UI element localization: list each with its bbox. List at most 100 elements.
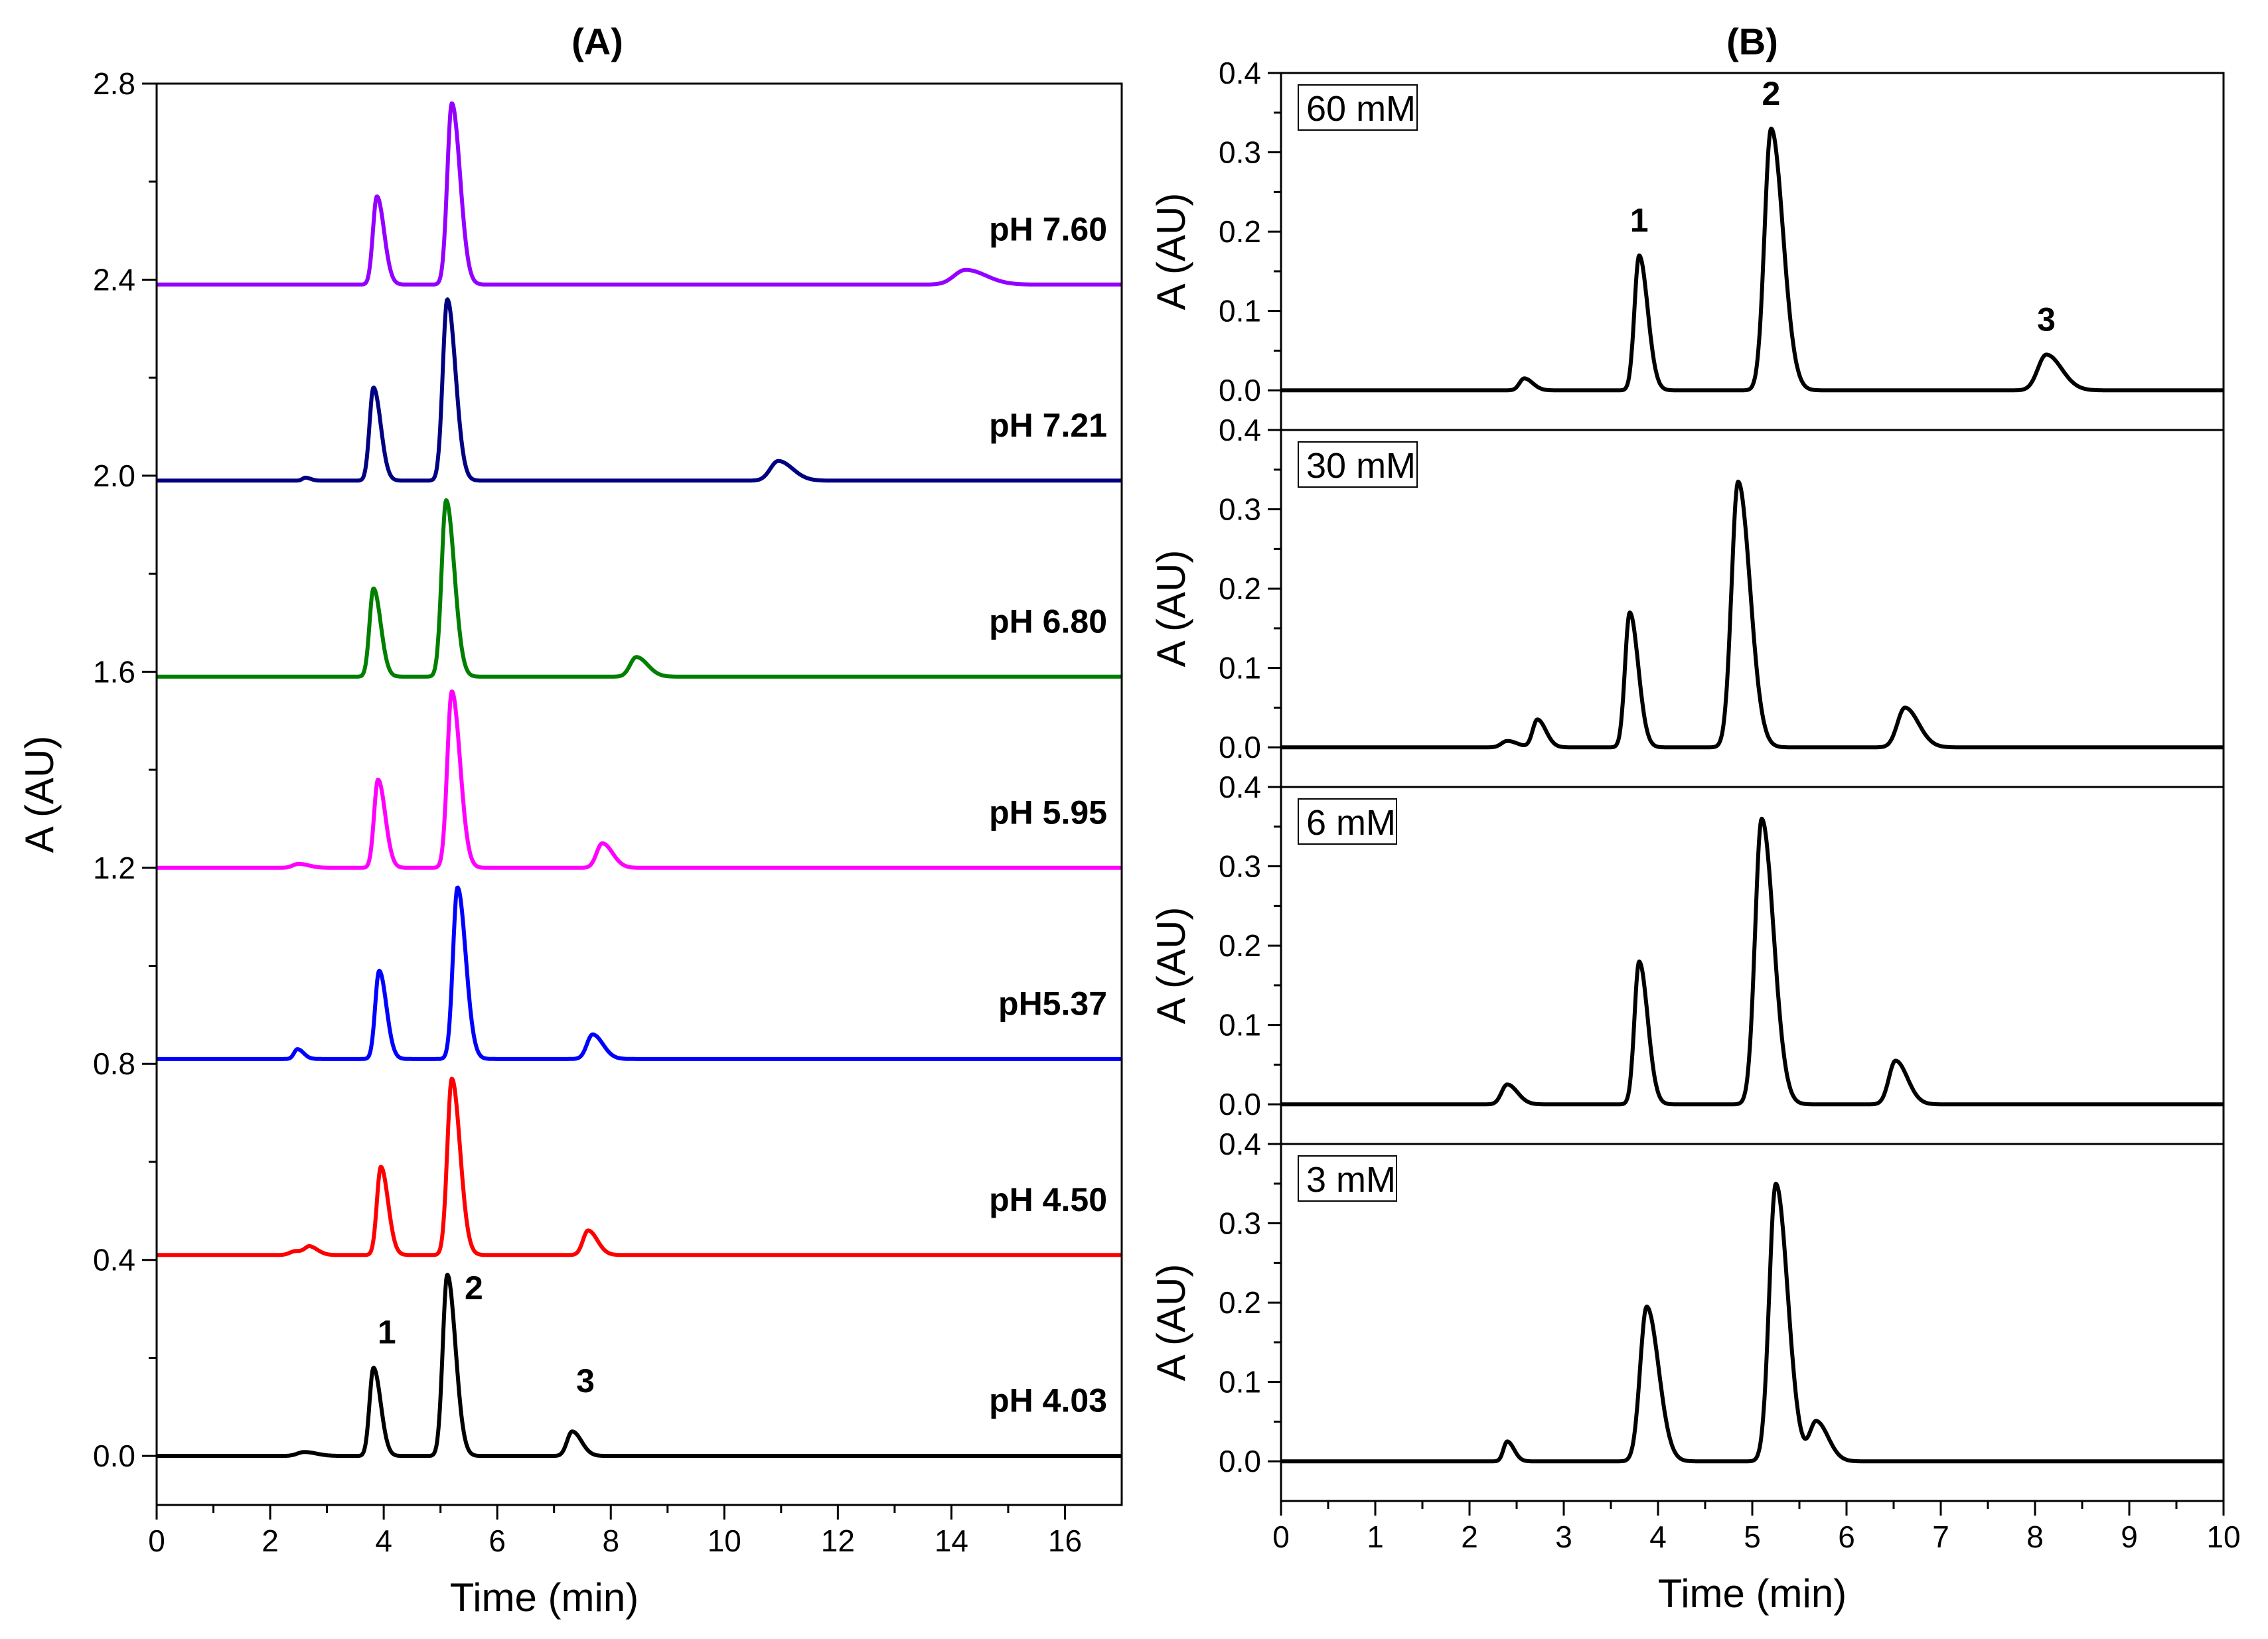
concentration-label: 30 mM — [1306, 446, 1416, 486]
x-tick-label: 14 — [935, 1524, 968, 1558]
panel-a-ticks: 0 2 4 6 8 10 12 14 160.00.40.81.21.62.02.42.8 — [93, 66, 1082, 1558]
y-tick-label: 0.0 — [1219, 730, 1261, 764]
peak-label-3: 3 — [576, 1362, 595, 1399]
panel-a-title: (A) — [571, 21, 623, 62]
trace-label: pH5.37 — [998, 985, 1107, 1022]
concentration-label: 6 mM — [1306, 803, 1396, 843]
concentration-label-box — [1298, 1155, 1397, 1202]
trace-ph5-37 — [155, 885, 1123, 1061]
x-tick-label: 8 — [2026, 1520, 2044, 1554]
subplot-30-mm: 30 mM 0.0 0.1 0.2 0.3 0.4 A (AU) — [1149, 413, 2225, 788]
x-tick-label: 0 — [148, 1524, 165, 1558]
y-tick-label: 0.2 — [1219, 571, 1261, 606]
trace-ph4-03 — [155, 1273, 1123, 1459]
peak-label-2: 2 — [1762, 75, 1780, 112]
y-tick-label: 0.1 — [1219, 1365, 1261, 1399]
y-tick-label: 0.3 — [1219, 492, 1261, 527]
y-tick-label: 2.0 — [93, 459, 135, 493]
y-tick-label: 1.6 — [93, 654, 135, 689]
y-axis-label: A (AU) — [1149, 907, 1193, 1025]
y-axis-label: A (AU) — [1149, 1264, 1193, 1382]
y-tick-label: 0.2 — [1219, 1285, 1261, 1320]
panel-b-title: (B) — [1726, 21, 1778, 62]
x-tick-label: 5 — [1744, 1520, 1761, 1554]
y-tick-label: 0.4 — [1219, 1127, 1261, 1161]
trace-ph7-60 — [155, 101, 1123, 287]
concentration-label: 60 mM — [1306, 89, 1416, 129]
concentration-label: 3 mM — [1306, 1160, 1396, 1200]
y-tick-label: 2.4 — [93, 262, 135, 297]
x-tick-label: 16 — [1048, 1524, 1082, 1558]
y-tick-label: 0.2 — [1219, 928, 1261, 963]
y-tick-label: 0.0 — [1219, 373, 1261, 407]
x-tick-label: 0 — [1272, 1520, 1290, 1554]
x-tick-label: 4 — [1649, 1520, 1667, 1554]
x-tick-label: 8 — [602, 1524, 619, 1558]
peak-label-1: 1 — [378, 1313, 396, 1350]
trace — [1280, 1181, 2225, 1464]
x-tick-label: 12 — [821, 1524, 855, 1558]
x-tick-label: 9 — [2121, 1520, 2138, 1554]
x-tick-label: 1 — [1367, 1520, 1384, 1554]
x-tick-label: 6 — [1838, 1520, 1855, 1554]
panel-b-chart: (B) 60 mM 0.0 0.1 0.2 0.3 0.4 A (AU) 1 2 3 30 mM 0.… — [1149, 21, 2241, 1616]
y-tick-label: 0.0 — [1219, 1087, 1261, 1121]
peak-label-1: 1 — [1630, 202, 1649, 239]
trace-label: pH 6.80 — [989, 603, 1107, 640]
panel-a-frame — [155, 82, 1123, 1506]
y-tick-label: 0.3 — [1219, 135, 1261, 170]
y-tick-label: 0.1 — [1219, 294, 1261, 328]
concentration-label-box — [1298, 798, 1397, 845]
x-tick-label: 6 — [489, 1524, 506, 1558]
trace-label: pH 7.60 — [989, 210, 1107, 248]
trace-label: pH 4.03 — [989, 1382, 1107, 1419]
trace — [1280, 126, 2225, 393]
y-tick-label: 0.0 — [1219, 1444, 1261, 1478]
trace-ph4-50 — [155, 1076, 1123, 1257]
concentration-label-box — [1298, 441, 1418, 488]
panel-b-x-axis-label: Time (min) — [1658, 1571, 1847, 1616]
y-tick-label: 0.3 — [1219, 1206, 1261, 1241]
x-tick-label: 2 — [1461, 1520, 1478, 1554]
y-tick-label: 2.8 — [93, 66, 135, 101]
panel-a-traces: pH 4.03 pH 4.50 pH5.37 pH 5.95 pH 6.80 pH 7.2… — [155, 101, 1123, 1459]
trace-ph7-21 — [155, 297, 1123, 483]
trace-ph6-80 — [155, 498, 1123, 679]
y-axis-label: A (AU) — [1149, 550, 1193, 668]
peak-label-3: 3 — [2037, 301, 2056, 338]
trace — [1280, 816, 2225, 1107]
x-tick-label: 10 — [2206, 1520, 2240, 1554]
x-tick-label: 2 — [262, 1524, 279, 1558]
trace-ph5-95 — [155, 689, 1123, 870]
y-tick-label: 0.4 — [93, 1243, 135, 1277]
y-tick-label: 0.4 — [1219, 413, 1261, 447]
y-tick-label: 0.1 — [1219, 651, 1261, 685]
trace — [1280, 479, 2225, 750]
panel-b-subplots: 60 mM 0.0 0.1 0.2 0.3 0.4 A (AU) 1 2 3 30 mM 0.0 0.1… — [1149, 56, 2241, 1554]
y-tick-label: 0.1 — [1219, 1008, 1261, 1042]
trace-label: pH 5.95 — [989, 794, 1107, 831]
y-axis-label: A (AU) — [1149, 193, 1193, 311]
panel-b-x-ticks: 0 1 2 3 4 5 6 7 8 9 10 — [1272, 1501, 2241, 1554]
x-tick-label: 3 — [1555, 1520, 1572, 1554]
trace-label: pH 7.21 — [989, 407, 1107, 444]
peak-label-2: 2 — [465, 1269, 483, 1307]
x-tick-label: 4 — [375, 1524, 392, 1558]
y-tick-label: 0.3 — [1219, 849, 1261, 884]
y-tick-label: 0.2 — [1219, 214, 1261, 249]
y-tick-label: 0.8 — [93, 1046, 135, 1081]
trace-label: pH 4.50 — [989, 1181, 1107, 1218]
subplot-3-mm: 3 mM 0.0 0.1 0.2 0.3 0.4 A (AU) — [1149, 1127, 2225, 1502]
y-tick-label: 0.0 — [93, 1439, 135, 1473]
panel-a-y-axis-label: A (AU) — [17, 736, 62, 853]
y-tick-label: 0.4 — [1219, 770, 1261, 804]
x-tick-label: 7 — [1932, 1520, 1949, 1554]
y-tick-label: 1.2 — [93, 851, 135, 885]
x-tick-label: 10 — [708, 1524, 741, 1558]
concentration-label-box — [1298, 84, 1418, 131]
panel-a-x-axis-label: Time (min) — [450, 1575, 639, 1620]
y-tick-label: 0.4 — [1219, 56, 1261, 90]
